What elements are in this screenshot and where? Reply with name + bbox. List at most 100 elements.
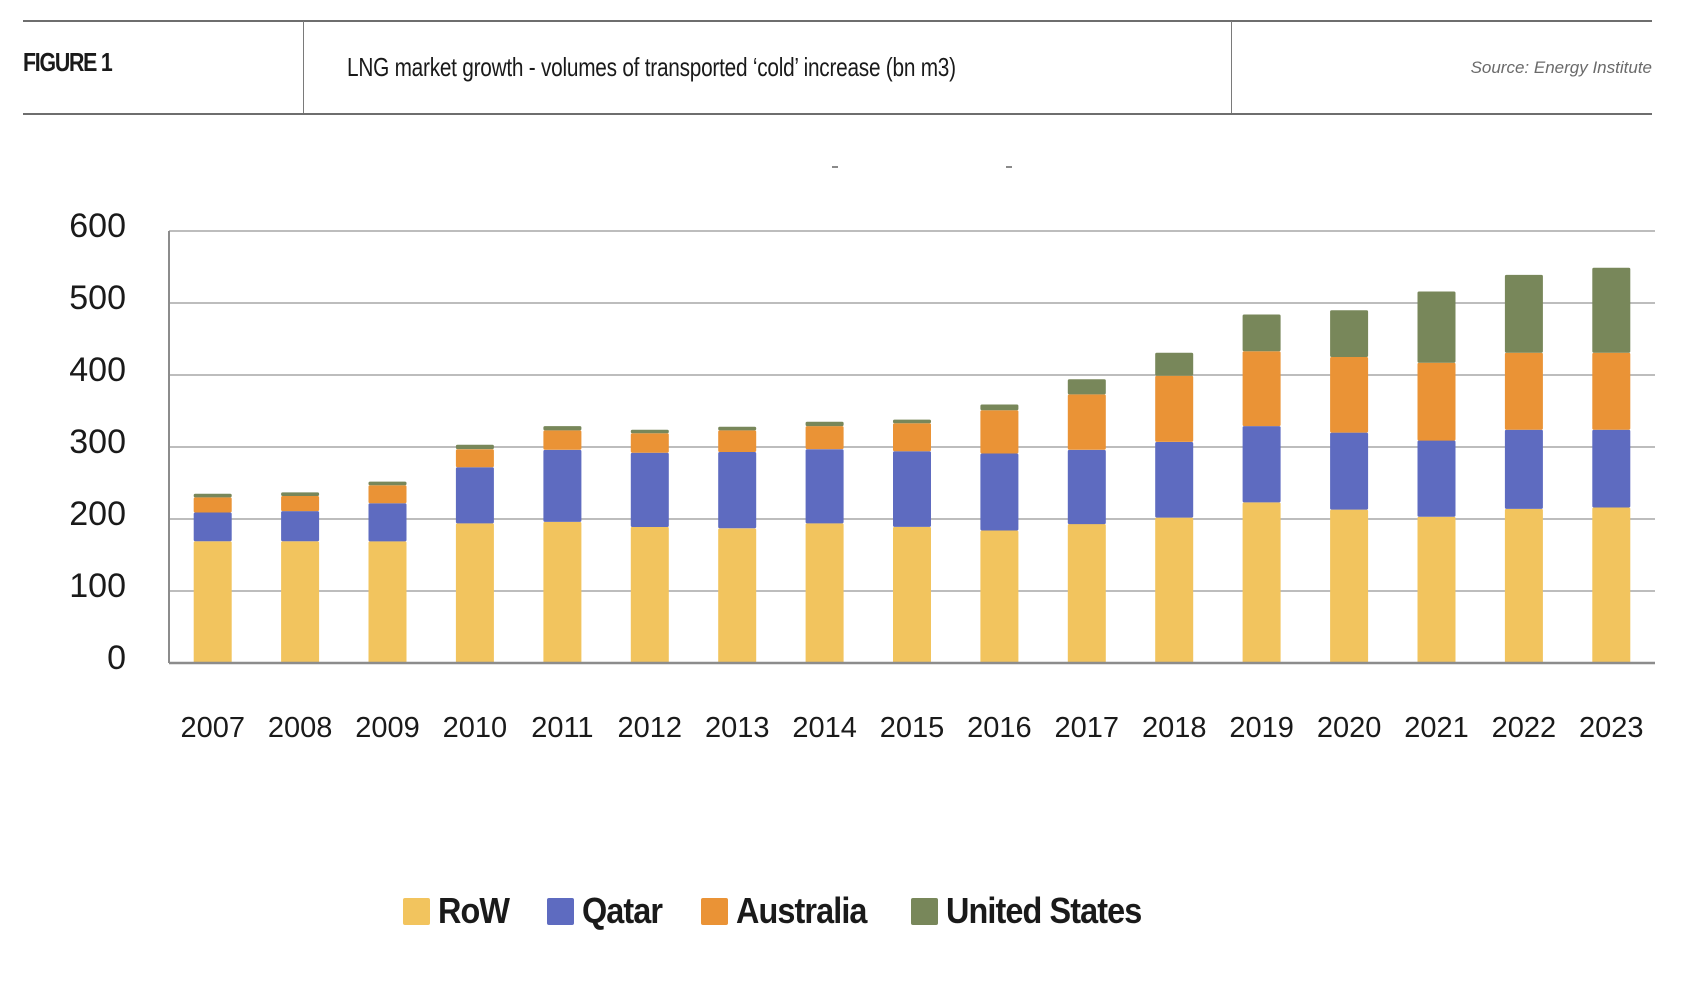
stray-dash-mark <box>832 166 838 168</box>
figure-label: FIGURE 1 <box>23 47 113 77</box>
bar-segment-united-states <box>1330 310 1369 357</box>
bar-segment-row <box>193 541 232 663</box>
bar-segment-australia <box>1504 352 1543 430</box>
bar-segment-row <box>543 521 582 663</box>
bar-segment-qatar <box>718 452 757 529</box>
bar-segment-united-states <box>630 429 669 434</box>
legend-label: Qatar <box>581 890 663 931</box>
bar-segment-qatar <box>1504 429 1543 509</box>
bar-segment-row <box>455 523 494 663</box>
bar-segment-united-states <box>543 426 582 431</box>
bar-segment-row <box>1067 524 1106 663</box>
bar-segment-row <box>1330 509 1369 663</box>
header-top-rule <box>23 20 1652 22</box>
bar-segment-qatar <box>1067 449 1106 525</box>
legend-swatch <box>911 897 939 925</box>
header-bottom-rule <box>23 113 1652 115</box>
bar-segment-australia <box>630 433 669 453</box>
bar-segment-qatar <box>1242 426 1281 503</box>
bar-segment-row <box>281 541 320 663</box>
bar-segment-row <box>1417 516 1456 663</box>
x-tick-label: 2020 <box>1317 712 1382 744</box>
y-tick-label: 500 <box>69 279 126 317</box>
bar-segment-qatar <box>543 449 582 522</box>
axes <box>168 231 1655 665</box>
figure-title: LNG market growth - volumes of transport… <box>347 52 956 82</box>
y-tick-label: 400 <box>69 351 126 389</box>
bar-segment-united-states <box>455 444 494 450</box>
bar-segment-qatar <box>1330 432 1369 510</box>
bar-segment-united-states <box>1417 291 1456 363</box>
bar-segment-australia <box>1417 362 1456 441</box>
bar-segment-australia <box>1330 357 1369 433</box>
bar-segment-australia <box>718 430 757 452</box>
x-tick-label: 2012 <box>618 712 683 744</box>
legend-item: Qatar <box>546 890 671 932</box>
bar-segment-australia <box>1592 352 1631 430</box>
x-tick-label: 2015 <box>880 712 945 744</box>
x-tick-label: 2023 <box>1579 712 1644 744</box>
bar-segment-row <box>368 541 407 663</box>
bar-segment-australia <box>893 423 931 452</box>
x-tick-label: 2016 <box>967 712 1032 744</box>
bar-segment-qatar <box>281 511 320 542</box>
bar-segment-australia <box>1242 351 1281 427</box>
bar-segment-row <box>805 523 844 663</box>
legend-label: Australia <box>736 890 867 931</box>
bar-segment-qatar <box>193 512 232 542</box>
x-tick-label: 2022 <box>1492 712 1557 744</box>
bar-segment-qatar <box>368 503 407 542</box>
x-tick-label: 2017 <box>1055 712 1120 744</box>
bar-segment-qatar <box>805 449 844 524</box>
stray-dash-mark <box>1006 166 1012 168</box>
bar-segment-row <box>1592 507 1631 663</box>
x-tick-label: 2007 <box>180 712 245 744</box>
x-tick-label: 2019 <box>1229 712 1294 744</box>
bar-segment-united-states <box>281 492 320 496</box>
y-tick-label: 100 <box>69 567 126 605</box>
x-tick-label: 2011 <box>531 712 593 744</box>
bar-segment-united-states <box>893 419 931 424</box>
bar-segment-united-states <box>1504 274 1543 353</box>
bar-segment-united-states <box>1155 352 1194 376</box>
bar-segment-row <box>1155 517 1194 663</box>
bar-segment-australia <box>805 426 844 450</box>
legend-item: RoW <box>403 890 517 932</box>
legend-swatch <box>701 897 729 925</box>
legend-item: United States <box>911 890 1163 932</box>
bar-segment-row <box>1504 508 1543 663</box>
bar-segment-united-states <box>718 426 757 431</box>
bar-segment-united-states <box>980 404 1019 411</box>
bar-segment-qatar <box>893 451 931 527</box>
bar-segment-row <box>718 528 757 663</box>
bar-segment-australia <box>368 485 407 504</box>
x-tick-label: 2018 <box>1142 712 1207 744</box>
x-tick-label: 2009 <box>355 712 420 744</box>
y-tick-label: 300 <box>69 423 126 461</box>
x-tick-label: 2013 <box>705 712 770 744</box>
bar-segment-united-states <box>368 481 407 486</box>
y-tick-label: 200 <box>69 495 126 533</box>
x-tick-label: 2008 <box>268 712 333 744</box>
legend-item: Australia <box>701 890 881 932</box>
bar-segment-australia <box>1155 375 1194 442</box>
bar-segment-qatar <box>1155 442 1194 518</box>
legend-label: RoW <box>438 890 510 931</box>
bar-segment-row <box>1242 502 1281 663</box>
bar-segment-row <box>893 526 931 663</box>
bar-segment-australia <box>193 497 232 513</box>
bar-segment-row <box>980 530 1019 663</box>
figure-source: Source: Energy Institute <box>1470 58 1652 77</box>
bar-segment-united-states <box>805 421 844 427</box>
chart-legend: RoW Qatar Australia United States <box>403 890 1193 932</box>
bar-segment-row <box>630 526 669 663</box>
bar-segment-united-states <box>1592 267 1631 353</box>
bar-segment-united-states <box>193 493 232 498</box>
bar-segment-united-states <box>1067 379 1106 395</box>
bar-segment-qatar <box>1592 429 1631 508</box>
x-tick-label: 2014 <box>792 712 857 744</box>
header-divider-right <box>1231 21 1232 113</box>
y-axis-ticks: 0 100 200 300 400 500 600 <box>69 207 126 677</box>
bar-segment-australia <box>281 496 320 512</box>
